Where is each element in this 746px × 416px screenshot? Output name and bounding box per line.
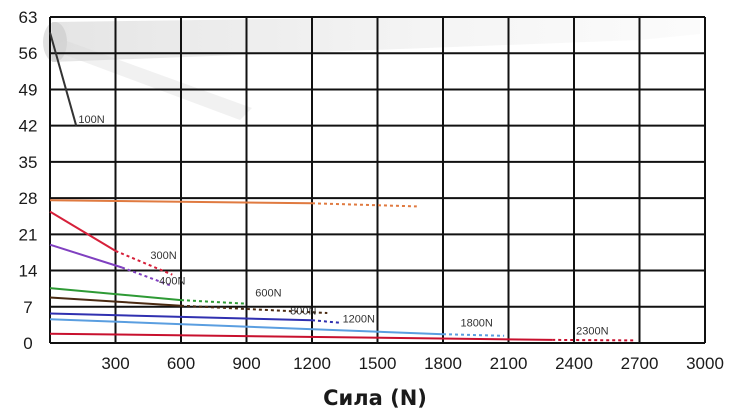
series-line-600N (49, 287, 182, 302)
x-tick-label: 900 (232, 354, 260, 373)
grid (49, 16, 706, 344)
series-extension-400N (121, 266, 173, 288)
series-extension-1200N (311, 319, 341, 324)
series-annotation: 2300N (576, 326, 608, 338)
series-line-2300N (49, 332, 553, 341)
series-annotation: 300N (150, 250, 176, 262)
x-tick-label: 1200 (293, 354, 331, 373)
y-tick-label: 0 (23, 334, 32, 353)
series-extension-300N (115, 249, 173, 276)
x-tick-label: 3000 (686, 354, 724, 373)
y-tick-label: 63 (19, 8, 38, 27)
y-tick-label: 21 (19, 225, 38, 244)
y-tick-label: 28 (19, 189, 38, 208)
series-line-800N (49, 296, 182, 307)
x-tick-label: 600 (167, 354, 195, 373)
series-annotation: 600N (255, 287, 281, 299)
series-extension-800N (180, 304, 328, 314)
series-lines (49, 32, 636, 342)
series-annotation: 800N (290, 306, 316, 318)
y-tick-label: 7 (23, 298, 32, 317)
y-tick-label: 42 (19, 117, 38, 136)
series-extension-2300N (552, 338, 636, 342)
series-line-unlabeled (49, 199, 313, 205)
series-annotation: 100N (78, 114, 104, 126)
x-tick-label: 300 (101, 354, 129, 373)
y-tick-label: 14 (19, 262, 38, 281)
series-line-100N (49, 32, 78, 126)
series-line-1200N (49, 312, 313, 322)
x-axis-label: Сила (N) (323, 386, 427, 410)
series-line-1800N (49, 318, 444, 336)
series-annotation: 1800N (460, 317, 492, 329)
x-tick-label: 2400 (555, 354, 593, 373)
series-annotation: 400N (159, 276, 185, 288)
series-extension-600N (180, 299, 247, 305)
series-annotations: 100N 300N 400N 600N 800N 1200N 1800N 2300N (78, 114, 608, 338)
series-line-300N (49, 210, 117, 252)
y-tick-label: 56 (19, 44, 38, 63)
axis-ticks: 0 7 14 21 28 35 42 49 56 63 300 600 900 1200 1500 1800 2… (19, 8, 724, 373)
series-annotation: 1200N (343, 313, 375, 325)
y-tick-label: 49 (19, 80, 38, 99)
x-tick-label: 1500 (359, 354, 397, 373)
x-tick-label: 1800 (424, 354, 462, 373)
series-extension-1800N (442, 333, 505, 337)
x-tick-label: 2700 (621, 354, 659, 373)
y-tick-label: 35 (19, 153, 38, 172)
x-tick-label: 2100 (490, 354, 528, 373)
series-line-400N (49, 243, 123, 269)
